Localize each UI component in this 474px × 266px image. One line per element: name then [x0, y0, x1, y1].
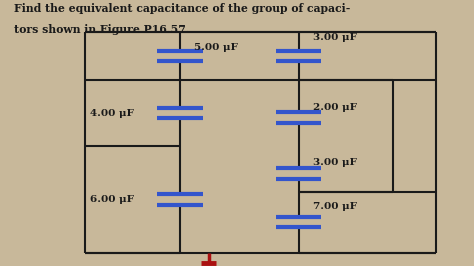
Text: tors shown in Figure P16.57.: tors shown in Figure P16.57. [14, 24, 190, 35]
Text: 3.00 μF: 3.00 μF [313, 159, 357, 167]
Text: Find the equivalent capacitance of the group of capaci-: Find the equivalent capacitance of the g… [14, 3, 351, 14]
Text: 5.00 μF: 5.00 μF [194, 43, 238, 52]
Text: 4.00 μF: 4.00 μF [90, 109, 134, 118]
Text: 3.00 μF: 3.00 μF [313, 33, 357, 42]
Text: 7.00 μF: 7.00 μF [313, 202, 357, 211]
Text: 2.00 μF: 2.00 μF [313, 103, 357, 111]
Text: 6.00 μF: 6.00 μF [90, 195, 134, 204]
